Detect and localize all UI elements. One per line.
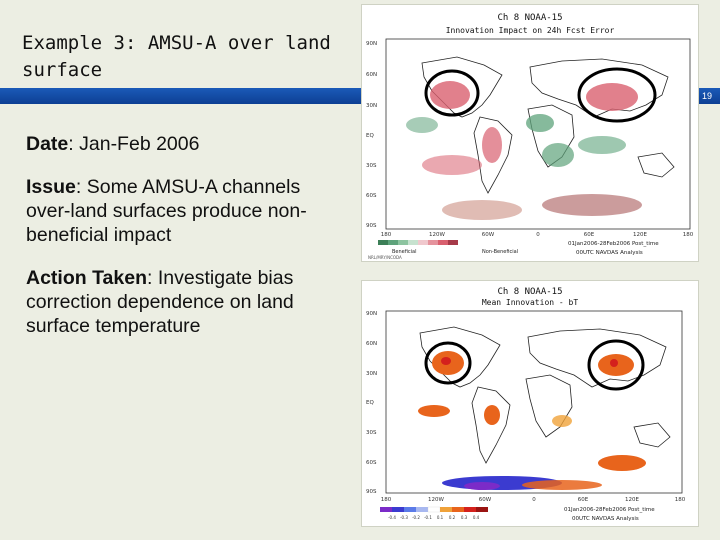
mean-lon-label: 120W: [428, 497, 444, 503]
mean-map-subtitle: Mean Innovation - bT: [482, 298, 579, 307]
mean-legend-tick: -0.3: [400, 515, 408, 520]
mean-legend-tick: -0.2: [412, 515, 420, 520]
slide-title: Example 3: AMSU-A over land surface: [22, 32, 331, 81]
impact-lat-label: 30N: [366, 103, 377, 109]
impact-lon-label: 120W: [429, 232, 445, 238]
mean-lon-label: 180: [675, 497, 686, 503]
action-value: Investigate bias correction dependence o…: [26, 267, 294, 337]
action-paragraph: Action Taken: Investigate bias correctio…: [26, 267, 294, 337]
impact-lon-label: 180: [683, 232, 694, 238]
impact-lat-label: 60N: [366, 72, 377, 78]
mean-map-header: Ch 8 NOAA-15: [497, 287, 562, 297]
impact-lat-label: 60S: [366, 193, 377, 199]
mean-lat-label: EQ: [366, 400, 374, 406]
impact-lat-label: 90S: [366, 223, 377, 229]
mean-lon-label: 180: [381, 497, 392, 503]
impact-lon-label: 0: [536, 232, 540, 238]
mean-period: 01Jan2006-28Feb2006 Post_time: [564, 507, 655, 513]
impact-map-subtitle: Innovation Impact on 24h Fcst Error: [446, 26, 615, 35]
mean-legend: [380, 506, 488, 513]
mean-lon-label: 60E: [578, 497, 589, 503]
impact-map-panel: Ch 8 NOAA-15 Innovation Impact on 24h Fc…: [361, 4, 699, 262]
impact-map: Ch 8 NOAA-15 Innovation Impact on 24h Fc…: [366, 13, 694, 260]
mean-innovation-patches: [418, 351, 646, 490]
mean-legend-tick: -0.4: [388, 515, 396, 520]
mean-legend-tick: 0.2: [449, 515, 456, 520]
impact-lon-label: 180: [381, 232, 392, 238]
mean-legend-tick: 0.1: [437, 515, 444, 520]
impact-lon-label: 60E: [584, 232, 595, 238]
mean-lat-label: 90N: [366, 311, 377, 317]
impact-map-header: Ch 8 NOAA-15: [497, 13, 562, 23]
page-number: 19: [701, 91, 712, 101]
impact-lat-label: 90N: [366, 41, 377, 47]
mean-coastlines: [419, 326, 671, 464]
issue-paragraph: Issue: Some AMSU-A channels over-land su…: [26, 176, 307, 246]
impact-source: NRL/MRY/NCODA: [368, 255, 402, 260]
impact-lat-label: 30S: [366, 163, 377, 169]
mean-innovation-map-panel: Ch 8 NOAA-15 Mean Innovation - bT 90N 60…: [361, 280, 699, 527]
date-label: Date: [26, 133, 69, 155]
impact-lon-label: 120E: [633, 232, 647, 238]
mean-lat-label: 90S: [366, 489, 377, 495]
mean-legend-tick: 0.4: [473, 515, 480, 520]
impact-credit: 00UTC NAVDAS Analysis: [576, 250, 643, 256]
impact-patches: [406, 81, 642, 220]
mean-lon-label: 60W: [479, 497, 492, 503]
mean-lon-label: 120E: [625, 497, 639, 503]
impact-legend: [378, 240, 458, 245]
impact-lat-label: EQ: [366, 133, 374, 139]
mean-innovation-map: Ch 8 NOAA-15 Mean Innovation - bT 90N 60…: [366, 287, 686, 522]
highlight-circle-north-america: [424, 341, 472, 385]
impact-map-frame: [385, 38, 691, 230]
highlight-circle-asia: [577, 67, 657, 123]
action-label: Action Taken: [26, 267, 147, 289]
issue-label: Issue: [26, 176, 76, 198]
impact-period: 01Jan2006-28Feb2006 Post_time: [568, 241, 659, 247]
mean-lon-label: 0: [532, 497, 536, 503]
date-paragraph: Date: Jan-Feb 2006: [26, 133, 200, 155]
slide-body: Date: Jan-Feb 2006 Issue: Some AMSU-A ch…: [26, 132, 326, 357]
highlight-circle-north-america: [424, 69, 480, 117]
mean-legend-tick: 0.3: [461, 515, 468, 520]
mean-lat-label: 30S: [366, 430, 377, 436]
impact-lon-label: 60W: [482, 232, 495, 238]
mean-lat-label: 60N: [366, 341, 377, 347]
legend-beneficial-label: Beneficial: [392, 249, 417, 255]
issue-value: Some AMSU-A channels over-land surfaces …: [26, 176, 307, 246]
date-value: Jan-Feb 2006: [79, 133, 200, 155]
mean-lat-label: 60S: [366, 460, 377, 466]
mean-credit: 00UTC NAVDAS Analysis: [572, 516, 639, 522]
mean-lat-label: 30N: [366, 371, 377, 377]
mean-legend-tick: -0.1: [424, 515, 432, 520]
highlight-circle-asia: [587, 339, 645, 391]
legend-non-beneficial-label: Non-Beneficial: [482, 249, 518, 255]
